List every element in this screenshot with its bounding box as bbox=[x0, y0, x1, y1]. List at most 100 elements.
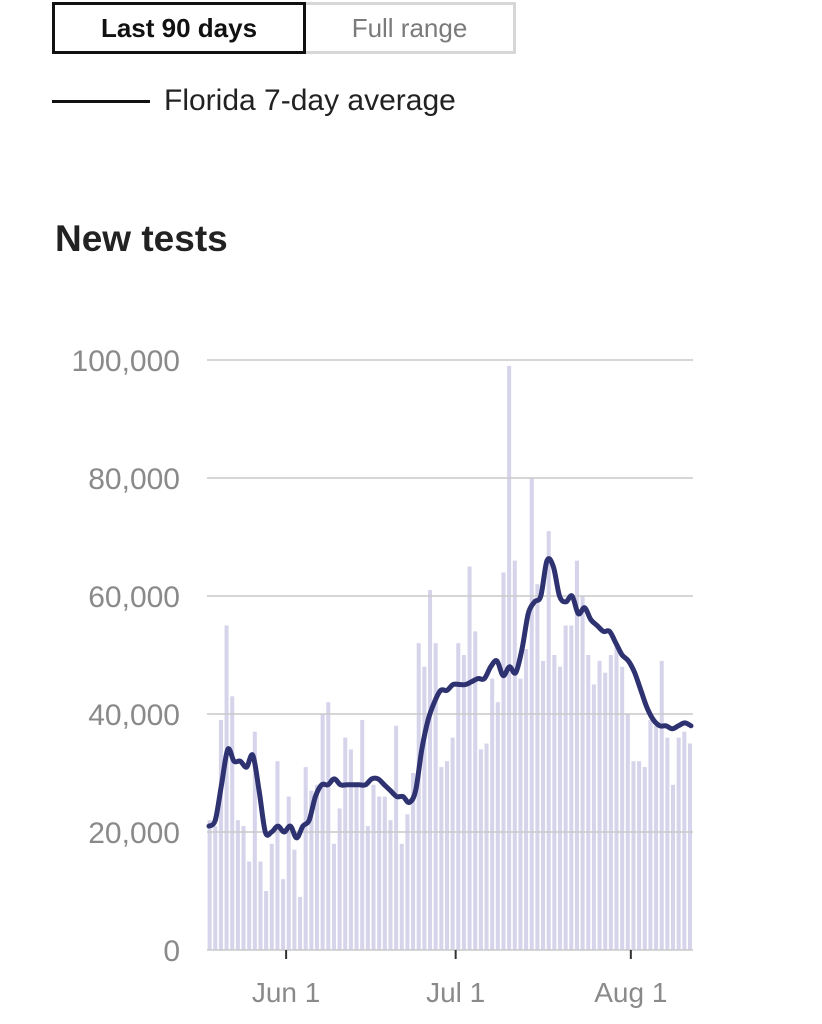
bar bbox=[388, 820, 393, 950]
bar bbox=[230, 696, 235, 950]
bar bbox=[563, 625, 568, 950]
bar bbox=[405, 814, 410, 950]
bar bbox=[620, 666, 625, 950]
x-tick-label: Aug 1 bbox=[594, 977, 667, 1008]
bar bbox=[456, 643, 461, 950]
bar bbox=[365, 826, 370, 950]
bar bbox=[524, 649, 529, 950]
bar bbox=[512, 560, 517, 950]
bar bbox=[309, 790, 314, 950]
bar bbox=[314, 784, 320, 950]
bar bbox=[597, 660, 602, 950]
bar bbox=[427, 590, 433, 950]
bar bbox=[654, 725, 659, 950]
bar bbox=[490, 678, 495, 950]
tab-full-range[interactable]: Full range bbox=[306, 2, 516, 54]
y-tick-label: 0 bbox=[163, 935, 180, 968]
bar bbox=[331, 843, 336, 950]
bar bbox=[484, 743, 489, 950]
bar bbox=[422, 666, 427, 950]
bar bbox=[213, 826, 218, 950]
y-tick-label: 20,000 bbox=[88, 817, 180, 850]
x-axis: Jun 1 Jul 1 Aug 1 bbox=[252, 950, 667, 1008]
bar bbox=[411, 773, 416, 950]
bar bbox=[687, 743, 692, 950]
range-tabs: Last 90 days Full range bbox=[52, 2, 516, 54]
bar bbox=[281, 879, 286, 950]
bar bbox=[614, 643, 619, 950]
bar bbox=[670, 784, 676, 950]
chart-title: New tests bbox=[55, 218, 228, 259]
bar bbox=[303, 767, 308, 950]
bar bbox=[580, 596, 585, 950]
chart-legend: Florida 7-day average bbox=[52, 84, 456, 118]
bar bbox=[218, 719, 223, 950]
bar bbox=[348, 749, 353, 950]
bar bbox=[247, 861, 252, 950]
bar bbox=[535, 584, 540, 950]
bar bbox=[608, 655, 613, 950]
y-tick-label: 40,000 bbox=[88, 699, 180, 732]
bar bbox=[292, 849, 297, 950]
bar bbox=[394, 725, 399, 950]
bar bbox=[269, 843, 274, 950]
bar bbox=[682, 731, 687, 950]
bar bbox=[665, 737, 670, 950]
bar bbox=[326, 702, 331, 950]
bar bbox=[298, 896, 303, 950]
bar bbox=[648, 719, 653, 950]
bar bbox=[478, 749, 483, 950]
y-tick-label: 60,000 bbox=[88, 581, 180, 614]
bar bbox=[258, 861, 263, 950]
bar-group bbox=[207, 365, 692, 950]
bar bbox=[557, 666, 563, 950]
bar bbox=[659, 660, 664, 950]
bar bbox=[473, 631, 478, 950]
bar bbox=[450, 737, 455, 950]
bar bbox=[631, 761, 636, 950]
bar bbox=[569, 625, 574, 950]
y-tick-label: 80,000 bbox=[88, 463, 180, 496]
x-tick-label: Jul 1 bbox=[426, 977, 485, 1008]
x-tick-label: Jun 1 bbox=[252, 977, 321, 1008]
bar bbox=[546, 531, 551, 950]
bar bbox=[574, 560, 579, 950]
bar bbox=[439, 767, 444, 950]
bar bbox=[637, 761, 642, 950]
bar bbox=[264, 891, 269, 950]
new-tests-chart: 0 20,000 40,000 60,000 80,000 100,000 Jun 1 Jul… bbox=[72, 345, 694, 1008]
bar bbox=[467, 566, 472, 950]
bar bbox=[235, 820, 240, 950]
bar bbox=[275, 761, 280, 950]
legend-label: Florida 7-day average bbox=[164, 84, 456, 117]
tab-last-90-days[interactable]: Last 90 days bbox=[52, 2, 306, 54]
bar bbox=[676, 737, 681, 950]
bar bbox=[252, 731, 257, 950]
bar bbox=[586, 655, 591, 950]
bar bbox=[433, 643, 438, 950]
seven-day-average-line bbox=[206, 556, 694, 841]
bar bbox=[552, 655, 557, 950]
bar bbox=[241, 826, 246, 950]
bar bbox=[541, 660, 546, 950]
legend-line-swatch bbox=[52, 99, 150, 103]
bar bbox=[399, 843, 404, 950]
bar bbox=[354, 784, 359, 950]
bar bbox=[382, 796, 387, 950]
bar bbox=[591, 684, 596, 950]
bar bbox=[286, 796, 291, 950]
bar bbox=[603, 672, 608, 950]
bar bbox=[377, 796, 382, 950]
bar bbox=[343, 737, 348, 950]
bar bbox=[444, 761, 449, 950]
bar bbox=[501, 572, 506, 950]
bar bbox=[360, 719, 365, 950]
bar bbox=[207, 820, 212, 950]
bar bbox=[337, 808, 342, 950]
bar bbox=[416, 643, 421, 950]
bar bbox=[461, 655, 466, 950]
bar bbox=[224, 625, 229, 950]
y-tick-label: 100,000 bbox=[72, 345, 180, 378]
bar bbox=[495, 702, 500, 950]
bar bbox=[507, 365, 512, 950]
